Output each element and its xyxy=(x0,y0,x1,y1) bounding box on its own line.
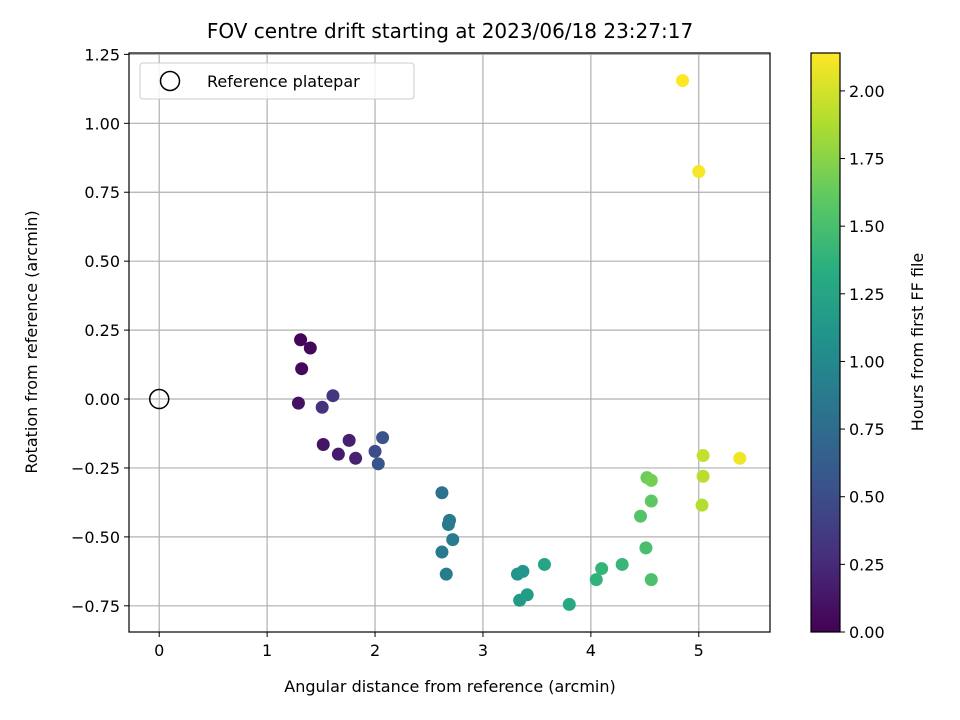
y-tick-label: −0.75 xyxy=(71,597,120,616)
data-point xyxy=(315,400,329,414)
data-point xyxy=(639,541,653,555)
data-point xyxy=(294,333,308,347)
legend: Reference platepar xyxy=(139,62,415,100)
data-point xyxy=(696,449,710,463)
colorbar-ticks: 0.00 0.25 0.50 0.75 1.00 1.25 1.50 1.75 2.00 xyxy=(840,82,885,642)
data-point xyxy=(696,469,710,483)
data-point xyxy=(368,444,382,458)
data-point xyxy=(291,396,305,410)
x-tick-label: 5 xyxy=(694,641,704,660)
data-point xyxy=(295,362,309,376)
data-point xyxy=(615,557,629,571)
x-tick-label: 4 xyxy=(586,641,596,660)
colorbar-tick-label: 1.75 xyxy=(849,150,885,169)
data-point xyxy=(595,562,609,576)
colorbar-tick-label: 0.00 xyxy=(849,623,885,642)
colorbar: 0.00 0.25 0.50 0.75 1.00 1.25 1.50 1.75 2.00 Hou… xyxy=(810,52,927,642)
data-points xyxy=(291,74,747,611)
colorbar-tick-label: 0.25 xyxy=(849,555,885,574)
data-point xyxy=(516,564,530,578)
data-point xyxy=(349,451,363,465)
grid xyxy=(129,53,770,632)
data-point xyxy=(644,573,658,587)
x-tick-label: 3 xyxy=(478,641,488,660)
data-point xyxy=(634,509,648,523)
y-axis-label: Rotation from reference (arcmin) xyxy=(22,210,41,473)
legend-marker xyxy=(159,70,181,92)
colorbar-tick-label: 0.50 xyxy=(849,488,885,507)
plot-frame xyxy=(128,52,771,633)
data-point xyxy=(376,431,390,445)
data-point xyxy=(644,473,658,487)
x-tick-label: 2 xyxy=(370,641,380,660)
data-point xyxy=(435,545,449,559)
colorbar-tick-label: 1.25 xyxy=(849,285,885,304)
data-point xyxy=(446,533,460,547)
data-point xyxy=(520,588,534,602)
y-tick-label: −0.50 xyxy=(71,528,120,547)
plot-area: 0 1 2 3 4 5 −0.75 −0.50 −0.25 0.00 0.25 0.50 0.75 1.… xyxy=(71,45,771,660)
legend-box xyxy=(139,62,415,100)
data-point xyxy=(371,457,385,471)
data-point xyxy=(644,494,658,508)
colorbar-tick-label: 0.75 xyxy=(849,420,885,439)
y-tick-label: 0.75 xyxy=(84,183,120,202)
y-tick-label: −0.25 xyxy=(71,459,120,478)
chart-title: FOV centre drift starting at 2023/06/18 … xyxy=(207,19,693,43)
data-point xyxy=(692,165,706,179)
data-point xyxy=(331,447,345,461)
y-axis-ticks: −0.75 −0.50 −0.25 0.00 0.25 0.50 0.75 1.00 1.25 xyxy=(71,45,129,616)
colorbar-gradient xyxy=(810,52,841,633)
data-point xyxy=(326,389,340,403)
data-point xyxy=(562,597,576,611)
data-point xyxy=(695,498,709,512)
y-tick-label: 1.25 xyxy=(84,45,120,64)
data-point xyxy=(439,567,453,581)
data-point xyxy=(537,557,551,571)
legend-label: Reference platepar xyxy=(207,72,360,91)
y-tick-label: 0.00 xyxy=(84,390,120,409)
colorbar-tick-label: 1.00 xyxy=(849,352,885,371)
data-point xyxy=(589,573,603,587)
y-tick-label: 1.00 xyxy=(84,114,120,133)
colorbar-tick-label: 2.00 xyxy=(849,82,885,101)
x-axis-label: Angular distance from reference (arcmin) xyxy=(284,677,615,696)
x-tick-label: 0 xyxy=(154,641,164,660)
data-point xyxy=(733,451,747,465)
data-point xyxy=(676,74,690,88)
data-point xyxy=(303,341,317,355)
data-point xyxy=(435,486,449,500)
colorbar-tick-label: 1.50 xyxy=(849,217,885,236)
reference-point xyxy=(148,388,170,410)
data-point xyxy=(441,517,455,531)
data-point xyxy=(342,433,356,447)
y-tick-label: 0.50 xyxy=(84,252,120,271)
x-axis-ticks: 0 1 2 3 4 5 xyxy=(154,632,704,660)
x-tick-label: 1 xyxy=(262,641,272,660)
y-tick-label: 0.25 xyxy=(84,321,120,340)
colorbar-label: Hours from first FF file xyxy=(908,253,927,432)
data-point xyxy=(316,438,330,452)
